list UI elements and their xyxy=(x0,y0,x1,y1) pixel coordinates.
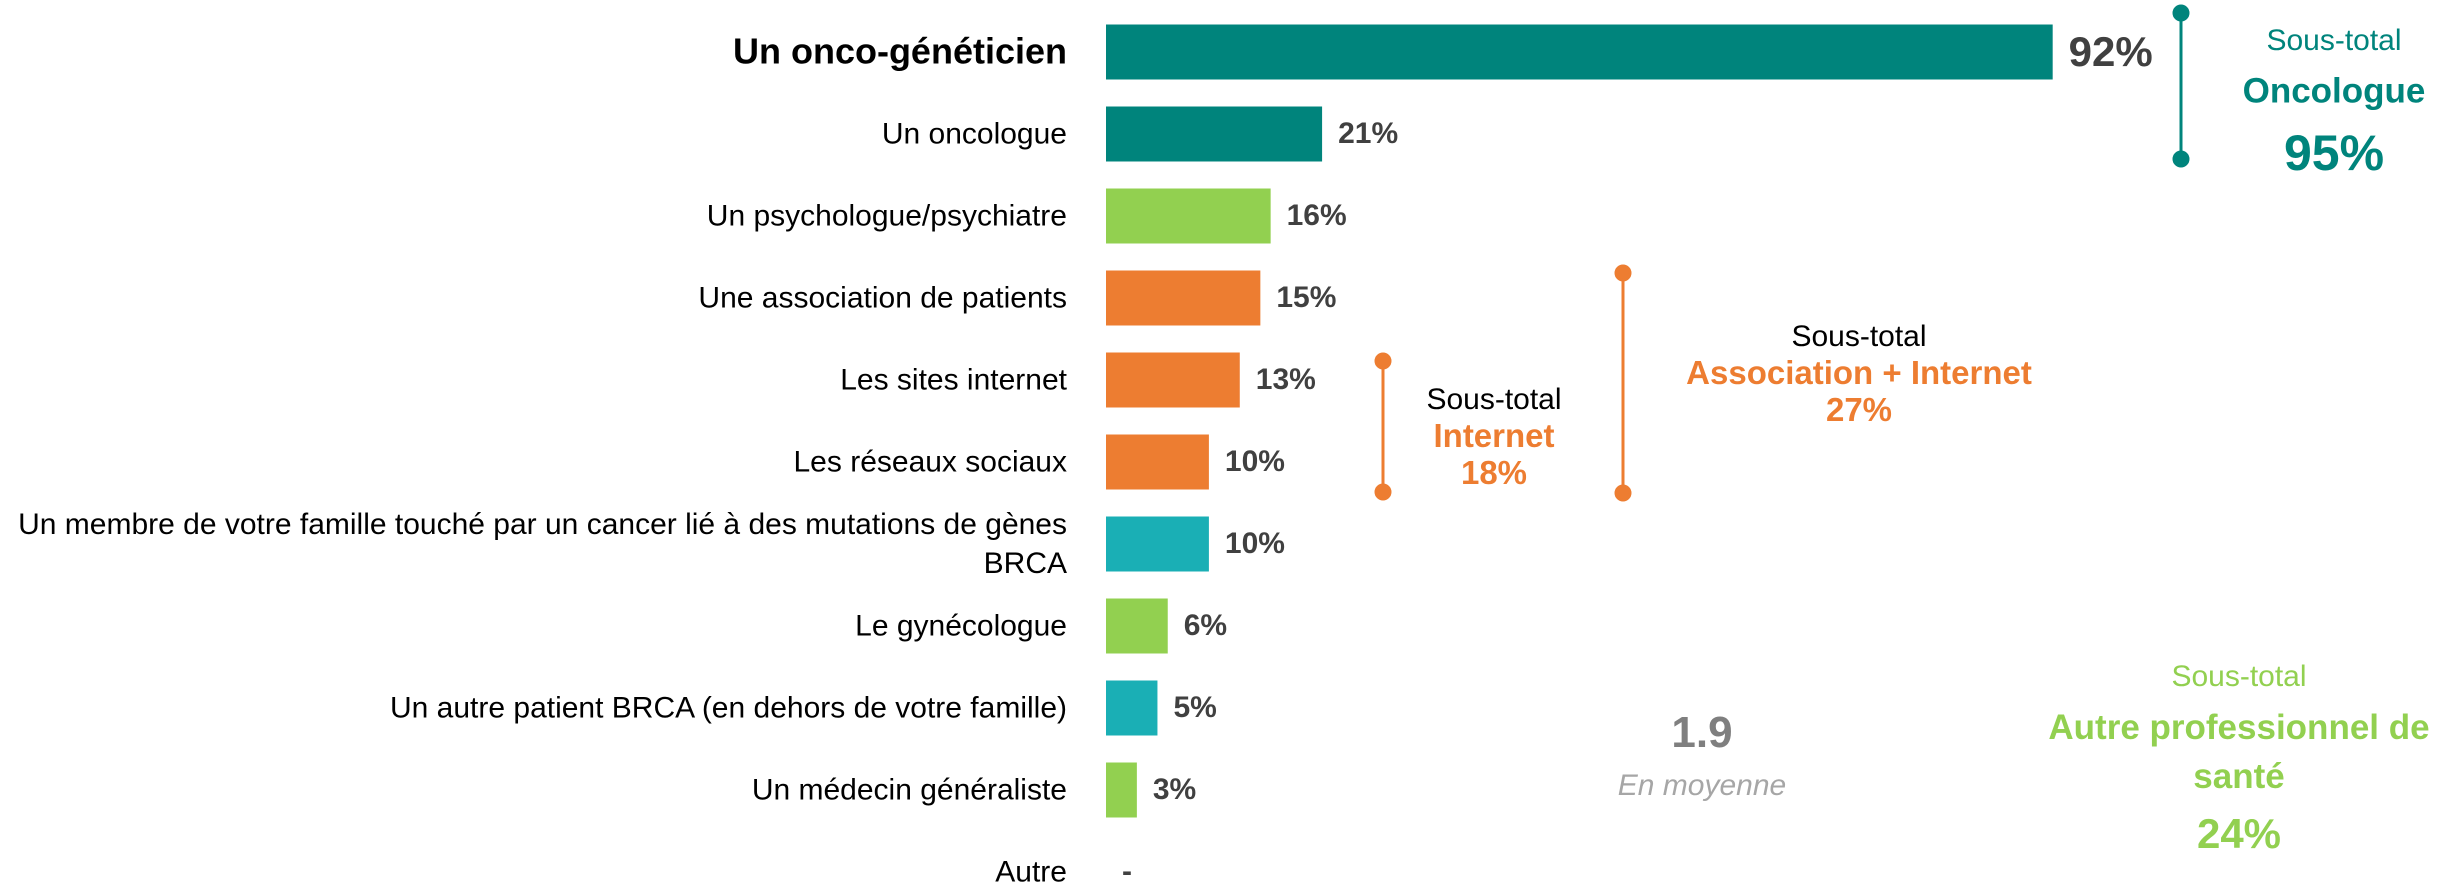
category-label: Un autre patient BRCA (en dehors de votr… xyxy=(389,691,1067,725)
bar xyxy=(1106,106,1323,162)
value-label: 15% xyxy=(1276,281,1337,314)
category-label: Autre xyxy=(995,855,1067,889)
bar xyxy=(1106,352,1240,408)
category-label: Le gynécologue xyxy=(855,609,1067,643)
subtotal-name: Autre professionnel de santé xyxy=(2048,708,2430,796)
subtotal-title: Sous-total xyxy=(1791,320,1927,353)
category-label: Un membre de votre famille touché par un… xyxy=(18,508,1067,580)
subtotal-name: Association + Internet xyxy=(1686,353,2032,391)
subtotal-name: Oncologue xyxy=(2242,71,2426,111)
subtotal-title: Sous-total xyxy=(2266,24,2402,57)
average-label: En moyenne xyxy=(1617,769,1787,802)
value-label: 10% xyxy=(1224,527,1285,560)
value-label: 3% xyxy=(1152,773,1197,806)
value-label: 13% xyxy=(1255,363,1316,396)
value-label: 21% xyxy=(1338,117,1399,150)
bar xyxy=(1106,762,1137,818)
subtotal-title: Sous-total xyxy=(1426,383,1562,416)
category-label: Un onco-généticien xyxy=(732,30,1067,72)
bracket-association-internet xyxy=(1614,264,1632,502)
category-label: Les sites internet xyxy=(840,363,1067,397)
bar xyxy=(1106,188,1271,244)
bar xyxy=(1106,24,2053,80)
subtotal-value: 95% xyxy=(2283,125,2385,181)
subtotal-title: Sous-total xyxy=(2171,660,2307,693)
value-label: 10% xyxy=(1224,445,1285,478)
value-label: 5% xyxy=(1173,691,1217,724)
value-label: - xyxy=(1122,855,1132,888)
bar xyxy=(1106,598,1168,654)
category-label: Une association de patients xyxy=(698,281,1067,315)
subtotal-value: 18% xyxy=(1460,454,1528,491)
category-label: Les réseaux sociaux xyxy=(793,445,1068,479)
bracket-internet xyxy=(1374,352,1392,501)
bar xyxy=(1106,680,1158,736)
bar xyxy=(1106,270,1261,326)
subtotal-value: 24% xyxy=(2196,810,2282,857)
bar xyxy=(1106,516,1209,572)
average-value: 1.9 xyxy=(1671,708,1733,757)
category-label: Un psychologue/psychiatre xyxy=(706,199,1067,233)
bracket-oncologue xyxy=(2172,4,2190,168)
subtotal-value: 27% xyxy=(1825,391,1893,428)
subtotal-name: Internet xyxy=(1433,416,1555,454)
value-label: 16% xyxy=(1286,199,1347,232)
category-label: Un oncologue xyxy=(881,117,1067,151)
value-label: 6% xyxy=(1183,609,1228,642)
category-label: Un médecin généraliste xyxy=(751,773,1067,807)
value-label: 92% xyxy=(2068,28,2153,75)
bar xyxy=(1106,434,1209,490)
